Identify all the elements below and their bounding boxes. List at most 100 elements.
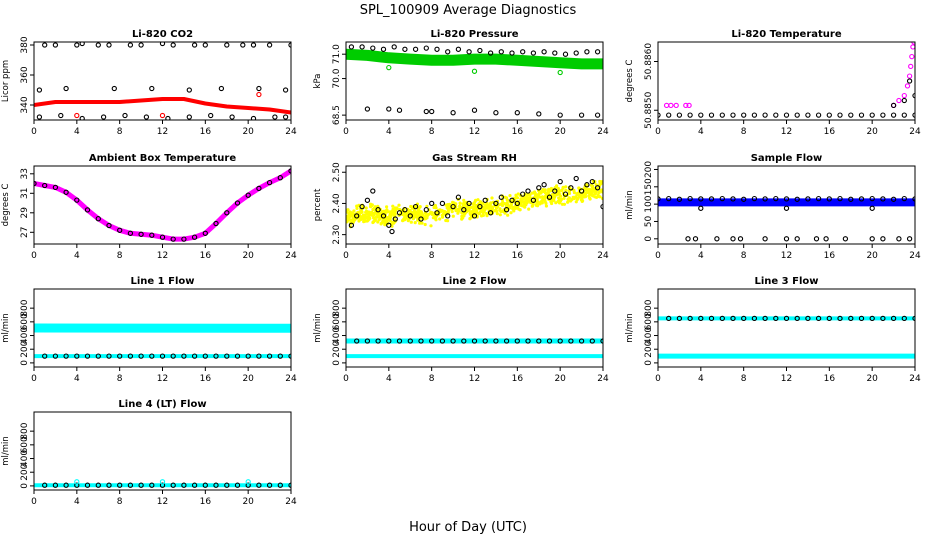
- cloud-point: [446, 219, 449, 222]
- plot-area: [656, 40, 917, 117]
- data-point: [902, 94, 906, 98]
- data-point: [686, 237, 690, 241]
- x-tick-label: 24: [285, 251, 297, 261]
- plot-area: [34, 41, 293, 120]
- x-tick-label: 0: [31, 127, 37, 137]
- cloud-point: [452, 215, 455, 218]
- data-point: [596, 113, 600, 117]
- data-point: [43, 43, 47, 47]
- cloud-point: [499, 210, 502, 213]
- cloud-point: [485, 206, 488, 209]
- cloud-point: [438, 217, 441, 220]
- data-point: [456, 47, 460, 51]
- cloud-point: [385, 211, 388, 214]
- data-point: [909, 64, 913, 68]
- data-point: [537, 112, 541, 116]
- data-point: [892, 103, 896, 107]
- cloud-point: [389, 219, 392, 222]
- cloud-point: [557, 196, 560, 199]
- x-tick-label: 12: [157, 251, 168, 261]
- plot-area: [656, 197, 917, 241]
- data-point: [150, 86, 154, 90]
- plot-frame: [658, 42, 915, 120]
- cloud-point: [500, 203, 503, 206]
- data-point: [59, 113, 63, 117]
- x-tick-label: 24: [597, 374, 609, 384]
- data-point: [720, 113, 724, 117]
- x-tick-label: 4: [74, 251, 80, 261]
- y-tick-label: 27: [20, 227, 30, 238]
- x-tick-label: 8: [429, 374, 435, 384]
- panel-ylabel: degrees C: [625, 60, 635, 103]
- y-tick-label: 50: [644, 215, 654, 227]
- y-tick-label: 800: [20, 422, 30, 439]
- cloud-point: [531, 204, 534, 207]
- data-point: [563, 52, 567, 56]
- cloud-point: [567, 199, 570, 202]
- data-point: [558, 180, 562, 184]
- data-point: [542, 183, 546, 187]
- plot-area: [346, 45, 603, 117]
- cloud-point: [470, 206, 473, 209]
- cloud-point: [418, 222, 421, 225]
- x-tick-label: 24: [597, 127, 609, 137]
- data-point: [911, 45, 915, 49]
- x-tick-label: 12: [469, 127, 480, 137]
- data-point: [553, 51, 557, 55]
- panel-title: Ambient Box Temperature: [89, 153, 236, 164]
- data-point: [107, 43, 111, 47]
- cloud-point: [362, 220, 365, 223]
- data-point: [870, 206, 874, 210]
- data-point: [387, 107, 391, 111]
- data-point: [763, 113, 767, 117]
- data-point: [596, 50, 600, 54]
- data-point: [257, 86, 261, 90]
- cloud-point: [430, 211, 433, 214]
- cloud-point: [593, 195, 596, 198]
- cloud-point: [385, 205, 388, 208]
- data-point: [187, 88, 191, 92]
- cloud-point: [599, 183, 602, 186]
- plot-area: [34, 480, 293, 488]
- data-point: [414, 47, 418, 51]
- data-point: [392, 45, 396, 49]
- cloud-point: [390, 210, 393, 213]
- cloud-point: [547, 191, 550, 194]
- data-point: [814, 237, 818, 241]
- cloud-point: [424, 223, 427, 226]
- cloud-point: [420, 210, 423, 213]
- x-tick-label: 16: [200, 374, 212, 384]
- data-point: [870, 113, 874, 117]
- data-point: [430, 201, 434, 205]
- data-point: [908, 79, 912, 83]
- data-point: [774, 113, 778, 117]
- data-point: [827, 113, 831, 117]
- plot-frame: [34, 166, 291, 244]
- data-point: [665, 103, 669, 107]
- x-tick-label: 0: [343, 374, 349, 384]
- cloud-point: [368, 217, 371, 220]
- cloud-point: [451, 201, 454, 204]
- data-point: [817, 113, 821, 117]
- y-tick-label: 0: [644, 360, 654, 366]
- y-tick-label: 0: [332, 360, 342, 366]
- data-point: [908, 74, 912, 78]
- series-points-greenout: [387, 66, 563, 75]
- data-point: [526, 189, 530, 193]
- series-band-trend: [34, 99, 291, 113]
- cloud-point: [468, 208, 471, 211]
- data-point: [139, 43, 143, 47]
- x-tick-label: 12: [157, 374, 168, 384]
- cloud-point: [359, 218, 362, 221]
- x-tick-label: 4: [386, 251, 392, 261]
- x-tick-label: 24: [597, 251, 609, 261]
- data-point: [387, 66, 391, 70]
- x-tick-label: 4: [698, 127, 704, 137]
- figure-xlabel: Hour of Day (UTC): [409, 520, 527, 535]
- panel-ylabel: ml/min: [1, 313, 11, 343]
- data-point: [795, 237, 799, 241]
- panel-ylabel: ml/min: [1, 436, 11, 466]
